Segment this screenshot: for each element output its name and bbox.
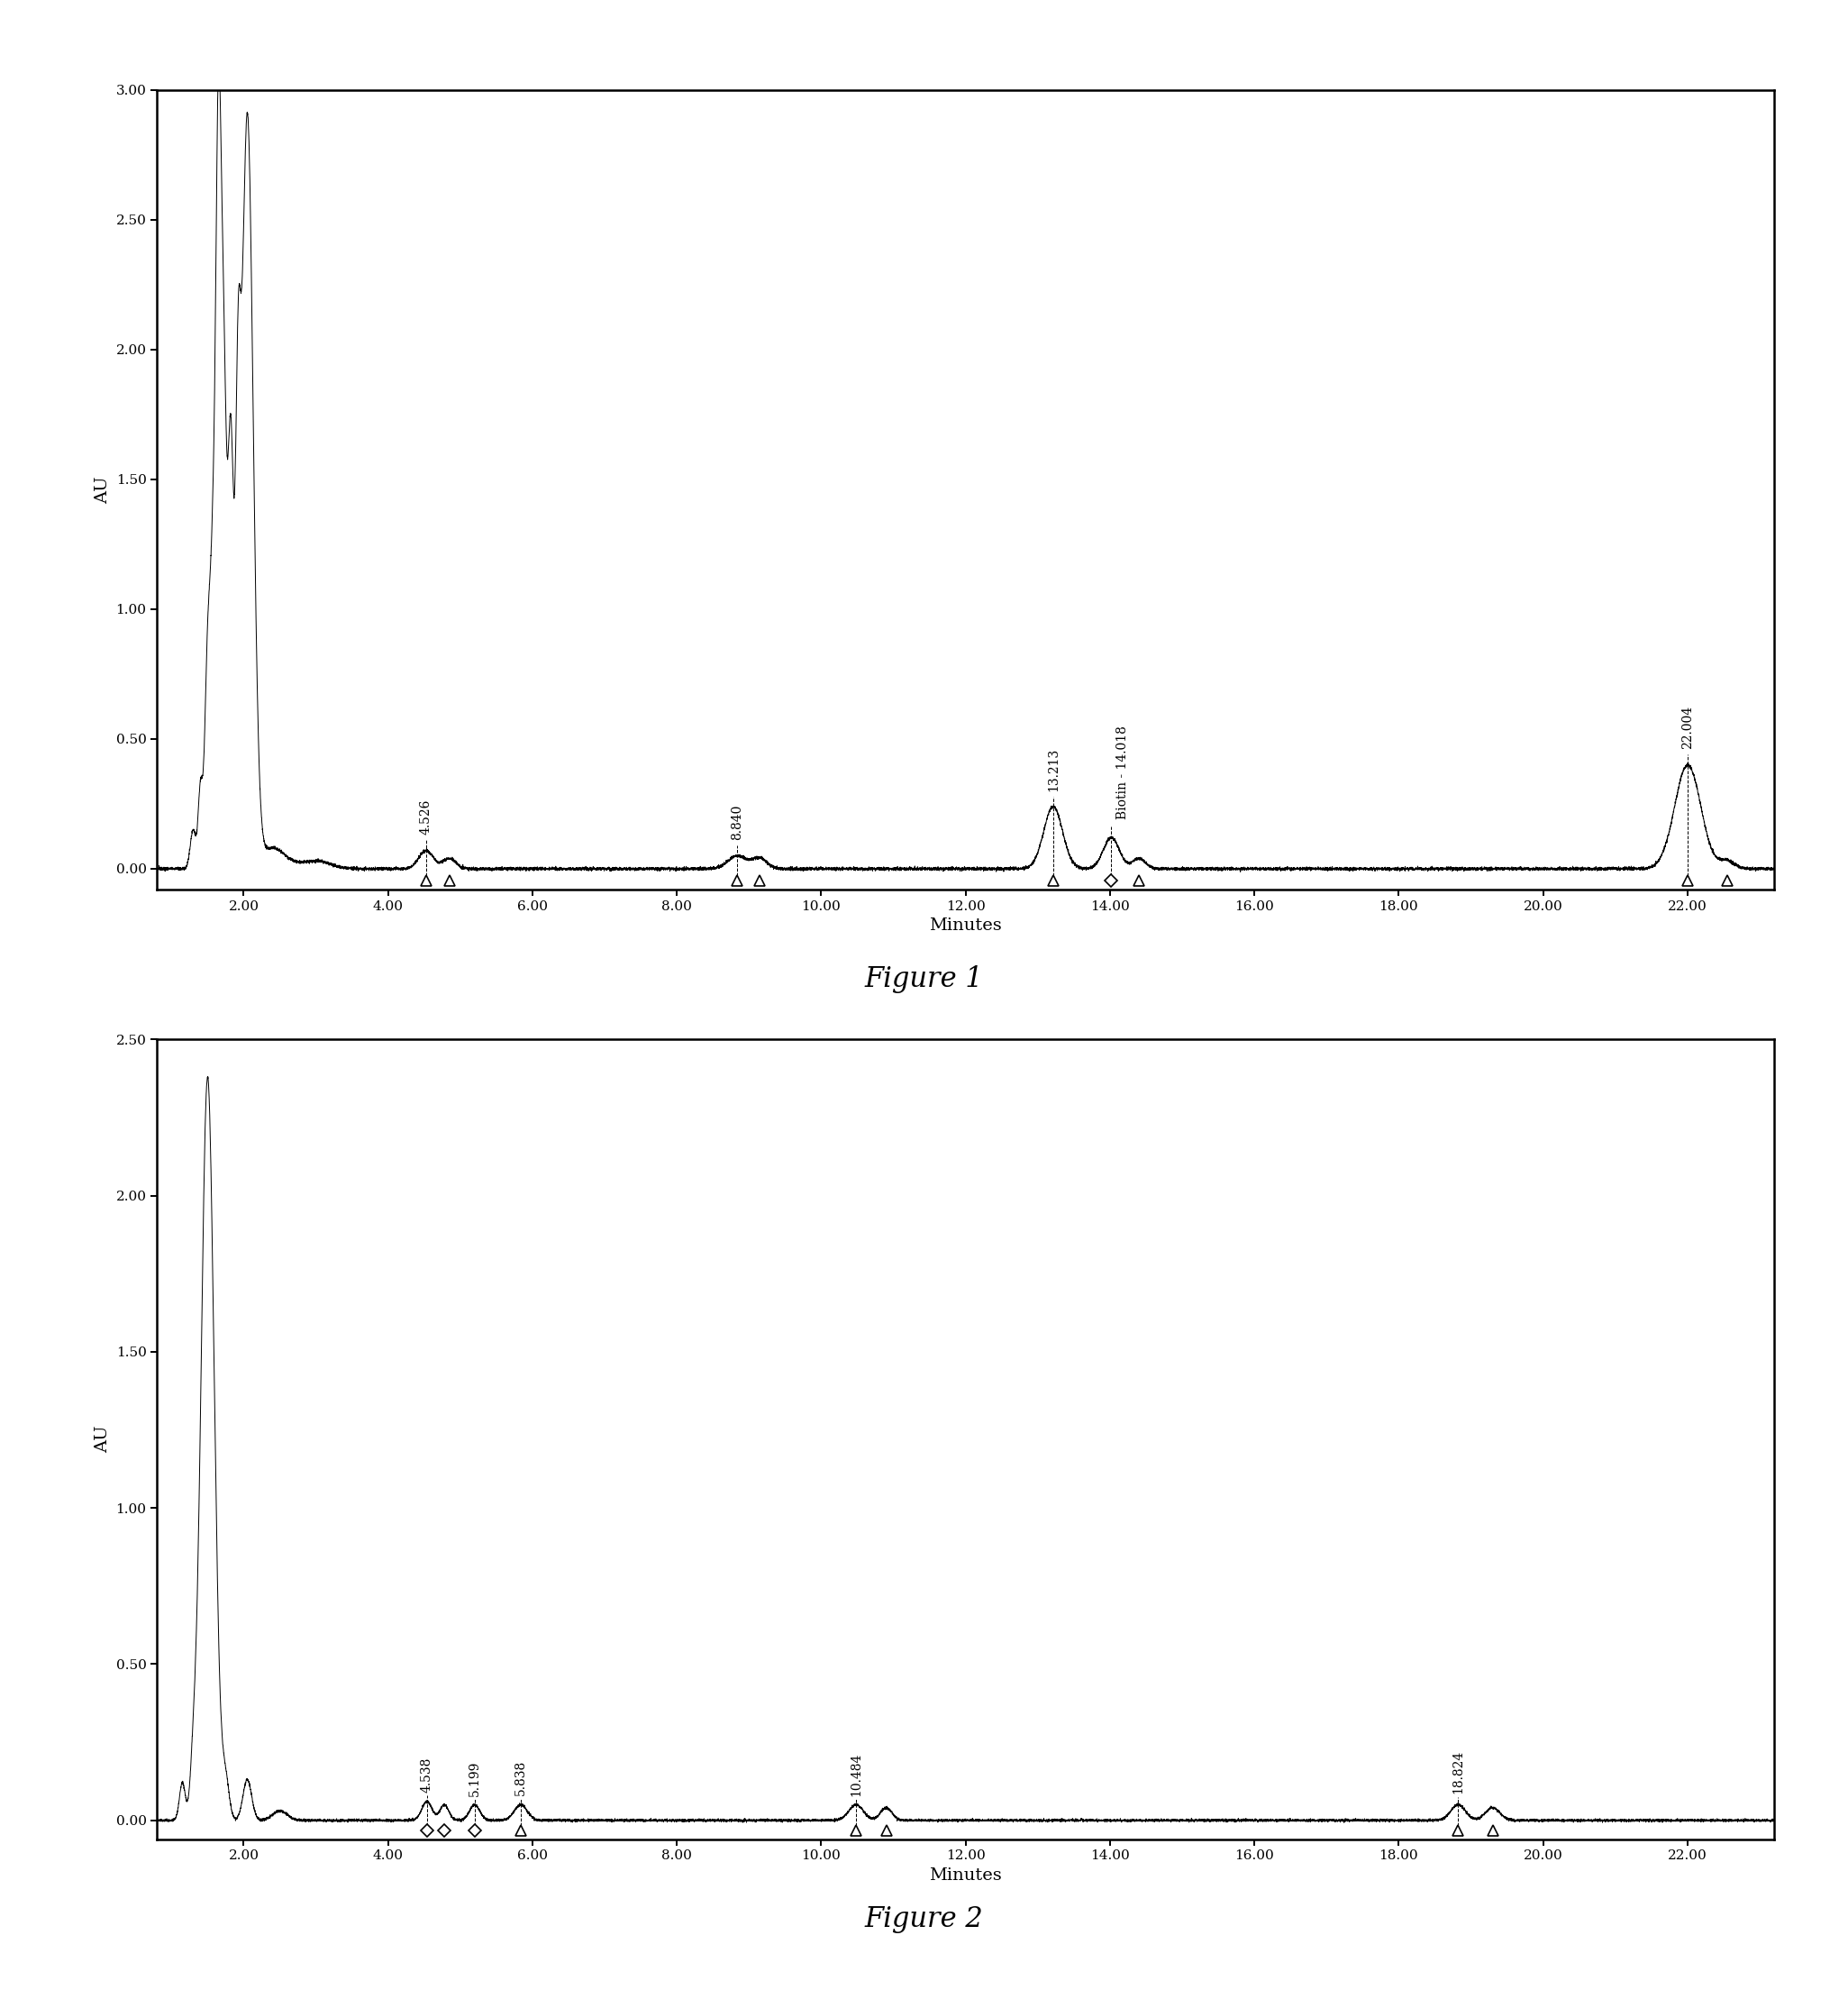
Text: Figure 1: Figure 1: [865, 966, 983, 994]
X-axis label: Minutes: Minutes: [930, 1867, 1002, 1883]
Text: 4.526: 4.526: [419, 800, 432, 836]
Text: 5.838: 5.838: [514, 1761, 527, 1795]
X-axis label: Minutes: Minutes: [930, 918, 1002, 934]
Text: 18.824: 18.824: [1453, 1751, 1464, 1793]
Text: Biotin - 14.018: Biotin - 14.018: [1116, 726, 1129, 820]
Text: 8.840: 8.840: [732, 804, 743, 840]
Text: 22.004: 22.004: [1682, 706, 1695, 750]
Text: Figure 2: Figure 2: [865, 1905, 983, 1933]
Text: 10.484: 10.484: [850, 1753, 863, 1795]
Text: 4.538: 4.538: [421, 1757, 432, 1793]
Y-axis label: AU: AU: [94, 476, 111, 504]
Text: 13.213: 13.213: [1046, 748, 1059, 792]
Text: 5.199: 5.199: [468, 1761, 480, 1795]
Y-axis label: AU: AU: [94, 1425, 111, 1453]
